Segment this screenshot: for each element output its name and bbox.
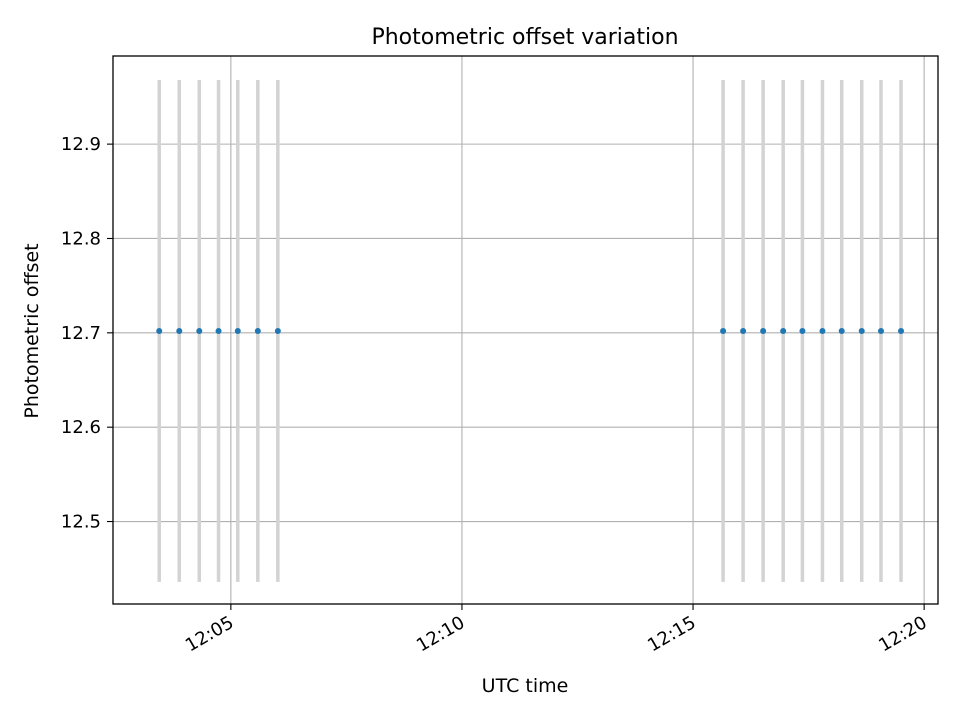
data-points [156,327,905,334]
data-point [780,327,787,334]
data-point [858,327,865,334]
y-tick-label: 12.5 [61,512,101,533]
plot-frame [112,55,939,605]
data-point [898,327,905,334]
data-point [254,327,261,334]
data-point [156,327,163,334]
y-tick-label: 12.7 [61,323,101,344]
data-point [196,327,203,334]
y-tick-label: 12.6 [61,417,101,438]
data-point [234,327,241,334]
x-axis-label: UTC time [482,675,569,697]
data-point [819,327,826,334]
data-point [740,327,747,334]
data-point [799,327,806,334]
data-point [877,327,884,334]
data-point [720,327,727,334]
data-point [274,327,281,334]
data-point [176,327,183,334]
grid [113,56,938,604]
y-tick-label: 12.8 [61,228,101,249]
data-point [838,327,845,334]
y-tick-label: 12.9 [61,134,101,155]
data-point [760,327,767,334]
data-point [215,327,222,334]
y-axis-ticks: 12.5 12.6 12.7 12.8 12.9 [61,134,113,533]
y-axis-label: Photometric offset [21,243,43,418]
chart-title: Photometric offset variation [371,25,678,50]
